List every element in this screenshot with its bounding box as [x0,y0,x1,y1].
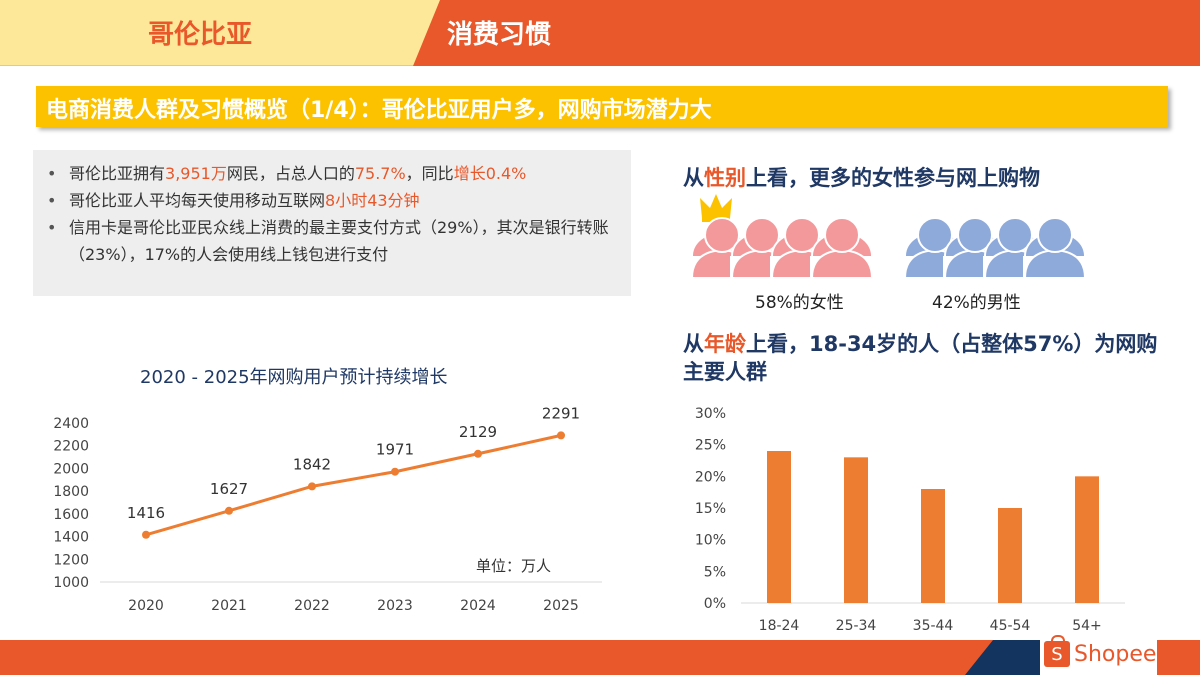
gender-icons [690,194,1087,281]
x-tick-label: 2022 [294,598,330,614]
x-tick-label: 54+ [1072,618,1102,634]
y-tick-label: 2200 [53,439,89,455]
bullet-box: 哥伦比亚拥有3,951万网民，占总人口的75.7%，同比增长0.4% 哥伦比亚人… [33,150,631,296]
data-label: 1842 [293,455,331,473]
country-label: 哥伦比亚 [148,20,253,50]
y-tick-label: 30% [695,406,726,422]
x-tick-label: 2020 [128,598,164,614]
y-tick-label: 0% [704,596,726,612]
x-tick-label: 2025 [543,598,579,614]
y-tick-label: 2000 [53,461,89,477]
line-chart-title: 2020 - 2025年网购用户预计持续增长 [140,367,448,388]
male-people-icon [903,217,1087,281]
header-left-band [0,0,440,66]
y-tick-label: 25% [695,438,726,454]
page-title: 电商消费人群及习惯概览（1/4）：哥伦比亚用户多，网购市场潜力大 [46,98,712,123]
person-icon [1023,217,1087,281]
bar [844,457,868,603]
x-tick-label: 2021 [211,598,247,614]
y-tick-label: 1400 [53,530,89,546]
x-tick-label: 2024 [460,598,496,614]
line-chart: 1000 1200 1400 1600 1800 2000 2200 2400 2020 2021… [53,404,602,614]
data-point [391,467,399,476]
y-tick-label: 1800 [53,484,89,500]
y-tick-label: 15% [695,501,726,517]
data-label: 2291 [542,404,580,422]
x-tick-label: 2023 [377,598,413,614]
y-tick-label: 10% [695,533,726,549]
data-label: 1627 [210,480,248,498]
bar [921,489,945,603]
y-tick-label: 2400 [53,416,89,432]
data-point [225,506,233,515]
data-point [474,449,482,458]
female-people-icon [690,217,874,281]
person-icon [810,217,874,281]
y-tick-label: 1200 [53,552,89,568]
section-label: 消费习惯 [447,20,552,50]
bullet-item: 哥伦比亚人平均每天使用移动互联网8小时43分钟 [47,187,617,214]
series-line [145,433,562,537]
y-tick-label: 5% [704,564,726,580]
female-label: 58%的女性 [755,293,844,313]
data-label: 1416 [127,504,165,522]
bullet-item: 信用卡是哥伦比亚民众线上消费的最主要支付方式（29%），其次是银行转账（23%）… [47,214,617,268]
male-label: 42%的男性 [932,293,1021,313]
age-heading: 从年龄上看，18-34岁的人（占整体57%）为网购主要人群 [683,332,1158,384]
x-tick-label: 25-34 [836,618,877,634]
shopping-bag-icon: S [1044,635,1070,667]
header-right-band [413,0,1200,66]
x-tick-label: 18-24 [759,618,800,634]
y-tick-label: 1600 [53,507,89,523]
gender-heading: 从性别上看，更多的女性参与网上购物 [683,166,1040,190]
y-tick-label: 20% [695,469,726,485]
data-label: 2129 [459,423,497,441]
title-bar [36,86,1168,127]
bullet-item: 哥伦比亚拥有3,951万网民，占总人口的75.7%，同比增长0.4% [47,160,617,187]
bar [998,508,1022,603]
bar [767,451,791,603]
data-point [308,482,316,491]
unit-note: 单位：万人 [476,557,552,575]
shopee-logo: S Shopee [1044,635,1156,667]
x-tick-label: 35-44 [913,618,954,634]
data-point [142,530,150,539]
y-tick-label: 1000 [53,575,89,591]
bar [1075,476,1099,603]
data-point [557,431,565,440]
data-label: 1971 [376,441,414,459]
x-tick-label: 45-54 [990,618,1031,634]
